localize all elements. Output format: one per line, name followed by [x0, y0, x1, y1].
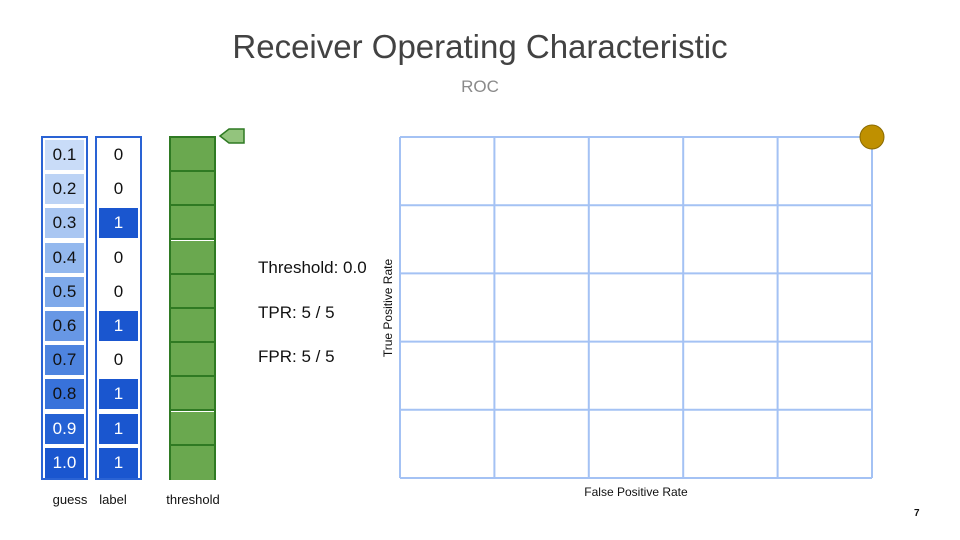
- guess-cell: 0.9: [45, 413, 84, 444]
- slide-subtitle: ROC: [461, 77, 499, 96]
- label-cell: 1: [99, 447, 138, 478]
- threshold-cell: [171, 206, 214, 241]
- roc-point: [859, 124, 885, 150]
- guess-cell: 0.5: [45, 276, 84, 307]
- threshold-readout: Threshold: 0.0: [258, 258, 367, 277]
- label-cell: 1: [99, 311, 138, 341]
- threshold-cell: [171, 274, 214, 309]
- guess-cell: 0.6: [45, 311, 84, 341]
- threshold-column: [169, 136, 216, 480]
- y-axis-label: True Positive Rate: [381, 258, 395, 358]
- threshold-cell: [171, 411, 214, 446]
- guess-cell: 0.2: [45, 174, 84, 205]
- guess-cell: 0.7: [45, 345, 84, 376]
- guess-cell: 0.8: [45, 379, 84, 410]
- guess-cell: 0.1: [45, 140, 84, 170]
- label-column-label: label: [99, 492, 127, 507]
- slide-title: Receiver Operating Characteristic: [232, 28, 728, 65]
- threshold-cell: [171, 343, 214, 378]
- label-cell: 1: [99, 413, 138, 444]
- label-cell: 0: [99, 174, 138, 205]
- threshold-cell: [171, 377, 214, 412]
- threshold-column-label: threshold: [166, 492, 220, 507]
- threshold-cell: [171, 309, 214, 343]
- label-cell: 0: [99, 276, 138, 307]
- label-cell: 1: [99, 208, 138, 239]
- x-axis-label: False Positive Rate: [584, 485, 688, 499]
- tpr-readout: TPR: 5 / 5: [258, 303, 335, 322]
- fpr-readout: FPR: 5 / 5: [258, 347, 335, 366]
- guess-column: 0.1 0.2 0.3 0.4 0.5 0.6 0.7 0.8 0.9 1.0: [41, 136, 88, 480]
- guess-column-label: guess: [52, 492, 88, 507]
- threshold-cell: [171, 240, 214, 275]
- page-number: 7: [914, 508, 920, 519]
- threshold-cell: [171, 138, 214, 172]
- label-cell: 0: [99, 140, 138, 170]
- threshold-cell: [171, 445, 214, 480]
- guess-cell: 0.3: [45, 208, 84, 239]
- guess-cell: 1.0: [45, 447, 84, 478]
- guess-cell: 0.4: [45, 242, 84, 273]
- threshold-cell: [171, 172, 214, 207]
- label-cell: 0: [99, 242, 138, 273]
- threshold-marker: [218, 128, 245, 144]
- label-cell: 1: [99, 379, 138, 410]
- label-cell: 0: [99, 345, 138, 376]
